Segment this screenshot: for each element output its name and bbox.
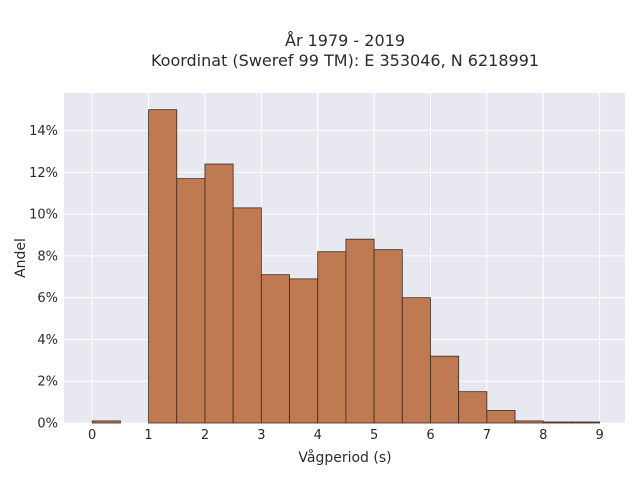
chart-title-line2: Koordinat (Sweref 99 TM): E 353046, N 62… <box>151 51 539 70</box>
histogram-bar <box>542 421 572 424</box>
histogram-bar <box>232 207 262 424</box>
x-tick-label: 7 <box>483 428 491 443</box>
x-tick-label: 0 <box>88 428 96 443</box>
y-tick-label: 4% <box>37 333 58 348</box>
x-tick-label: 8 <box>539 428 547 443</box>
y-axis-label: Andel <box>13 238 29 278</box>
histogram-bar <box>91 420 121 424</box>
x-tick-label: 4 <box>314 428 322 443</box>
histogram-bar <box>289 278 319 424</box>
x-tick-label: 2 <box>201 428 209 443</box>
histogram-bar <box>486 410 516 424</box>
y-tick-label: 14% <box>29 124 58 139</box>
histogram-bar <box>514 420 544 424</box>
x-tick-label: 5 <box>370 428 378 443</box>
x-tick-label: 6 <box>426 428 434 443</box>
histogram-bar <box>176 178 206 424</box>
histogram-bar <box>317 251 347 424</box>
y-tick-label: 12% <box>29 166 58 181</box>
chart-title-line1: År 1979 - 2019 <box>285 31 405 50</box>
x-axis-label: Vågperiod (s) <box>298 449 391 466</box>
histogram-bar <box>260 274 290 424</box>
histogram-bar <box>401 297 431 424</box>
histogram-bar <box>430 355 460 424</box>
y-tick-label: 2% <box>37 375 58 390</box>
x-tick-label: 9 <box>595 428 603 443</box>
histogram-bar <box>204 163 234 424</box>
histogram-bar <box>458 391 488 424</box>
y-tick-label: 10% <box>29 208 58 223</box>
x-tick-label: 1 <box>144 428 152 443</box>
y-tick-label: 0% <box>37 417 58 432</box>
histogram-bar <box>345 238 375 424</box>
histogram-bar <box>373 249 403 424</box>
ticks: 0 1 2 3 4 5 6 7 8 9 0% 2% 4% 6% 8% 10% 12% 14% <box>29 124 604 443</box>
bars <box>91 109 601 424</box>
y-tick-label: 6% <box>37 291 58 306</box>
y-tick-label: 8% <box>37 249 58 264</box>
x-tick-label: 3 <box>257 428 265 443</box>
histogram-bar <box>571 421 601 424</box>
histogram-bar <box>148 109 178 424</box>
